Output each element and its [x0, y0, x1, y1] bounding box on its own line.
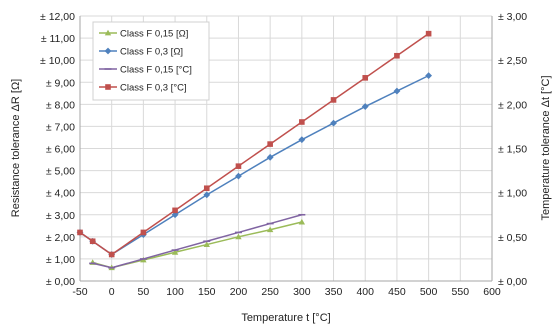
y-left-tick-label: ± 1,00 [46, 254, 75, 266]
y-left-tick-label: ± 7,00 [46, 121, 75, 133]
y-left-tick-label: ± 4,00 [46, 188, 75, 200]
y-left-tick-label: ± 5,00 [46, 166, 75, 178]
legend-entry: Class F 0,15 [°C] [99, 65, 192, 76]
y-left-axis-title: Resistance tolerance ΔR [Ω] [10, 79, 22, 217]
data-point [172, 207, 178, 214]
axes [79, 16, 493, 282]
data-point [108, 251, 115, 258]
data-point [203, 241, 210, 247]
x-tick-label: 150 [198, 286, 216, 298]
data-point [394, 52, 400, 59]
y-right-tick-labels: ± 0,00 ± 0,50 ± 1,00 ± 1,50 ± 2,00 ± 2,50 ± 3,… [498, 11, 527, 288]
y-right-axis-title: Temperature tolerance Δt [°C] [540, 75, 552, 220]
legend-entry: Class F 0,15 [Ω] [99, 29, 188, 40]
y-right-tick-label: ± 2,50 [498, 55, 527, 67]
x-tick-label: 350 [325, 286, 343, 298]
y-left-tick-label: ± 0,00 [46, 276, 75, 288]
y-right-tick-label: ± 2,00 [498, 99, 527, 111]
legend-label: Class F 0,15 [°C] [120, 65, 192, 76]
y-left-tick-labels: ± 0,00 ± 1,00 ± 2,00 ± 3,00 ± 4,00 ± 5,00 ± 6,… [40, 11, 75, 288]
data-point [266, 226, 274, 233]
data-point [425, 72, 433, 80]
legend-label: Class F 0,15 [Ω] [120, 29, 188, 40]
data-point [203, 185, 210, 192]
series-line [92, 214, 303, 269]
x-tick-label: 50 [138, 286, 150, 298]
legend-entry: Class F 0,3 [Ω] [99, 47, 183, 58]
data-point [140, 229, 147, 236]
y-right-tick-label: ± 0,00 [498, 276, 527, 288]
series-2 [89, 213, 306, 269]
data-point [299, 119, 305, 125]
data-point [77, 229, 83, 236]
data-point [362, 75, 369, 81]
y-right-tick-label: ± 3,00 [498, 11, 527, 23]
x-tick-labels: -50 0 50 100 150 200 250 300 350 400 450 500 550 600 [72, 286, 501, 298]
y-right-tick-label: ± 0,50 [498, 232, 527, 244]
data-point [267, 141, 273, 147]
data-point [298, 136, 306, 144]
data-point [393, 87, 401, 95]
data-point [89, 238, 96, 245]
x-tick-label: 550 [452, 286, 470, 298]
y-right-tick-label: ± 1,00 [498, 188, 527, 200]
y-left-tick-label: ± 10,00 [40, 55, 75, 67]
x-tick-label: 500 [420, 286, 438, 298]
x-axis-title: Temperature t [°C] [241, 312, 330, 324]
y-left-tick-label: ± 2,00 [46, 232, 75, 244]
y-left-tick-label: ± 12,00 [40, 11, 75, 23]
legend-swatch-marker [104, 47, 112, 55]
data-point [330, 97, 337, 103]
x-tick-label: 450 [388, 286, 406, 298]
x-tick-label: 200 [230, 286, 248, 298]
x-tick-label: 300 [293, 286, 311, 298]
x-tick-label: 400 [356, 286, 374, 298]
data-point [425, 30, 432, 37]
y-right-tick-label: ± 1,50 [498, 144, 527, 156]
legend-swatch-marker [104, 29, 112, 36]
data-point [266, 153, 274, 161]
x-tick-label: 100 [166, 286, 184, 298]
x-tick-label: -50 [72, 286, 87, 298]
data-point [235, 163, 242, 169]
legend-swatch-marker [105, 84, 111, 90]
y-left-tick-label: ± 9,00 [46, 77, 75, 89]
data-point [361, 103, 369, 110]
legend-entry: Class F 0,3 [°C] [99, 83, 187, 94]
legend-label: Class F 0,3 [Ω] [120, 47, 183, 58]
data-point [235, 172, 242, 180]
y-left-tick-label: ± 8,00 [46, 99, 75, 111]
legend-label: Class F 0,3 [°C] [120, 83, 187, 94]
data-point [235, 233, 242, 240]
data-point [171, 249, 179, 255]
data-series [76, 30, 433, 271]
y-left-tick-label: ± 11,00 [41, 33, 75, 45]
legend: Class F 0,15 [Ω] Class F 0,3 [Ω] Class F 0… [92, 21, 210, 101]
x-tick-label: 0 [109, 286, 115, 298]
data-point [203, 191, 211, 199]
x-tick-label: 600 [483, 286, 501, 298]
x-tick-label: 250 [261, 286, 279, 298]
y-left-tick-label: ± 6,00 [46, 144, 75, 156]
data-point [298, 218, 306, 225]
data-point [330, 119, 337, 127]
series-3 [77, 30, 432, 258]
y-left-tick-label: ± 3,00 [46, 210, 75, 222]
